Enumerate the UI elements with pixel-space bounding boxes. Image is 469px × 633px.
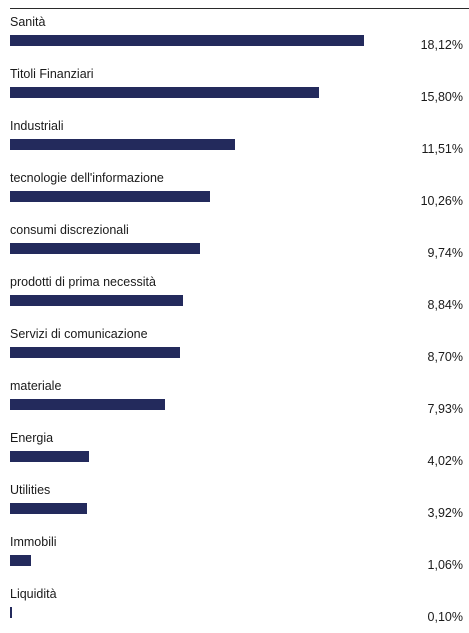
- category-label: Servizi di comunicazione: [10, 327, 148, 341]
- top-divider: [10, 8, 469, 9]
- category-label: Utilities: [10, 483, 51, 497]
- category-label: Titoli Finanziari: [10, 67, 94, 81]
- bar: [10, 555, 31, 566]
- category-label: prodotti di prima necessità: [10, 275, 156, 289]
- bar: [10, 607, 12, 618]
- category-label: tecnologie dell'informazione: [10, 171, 164, 185]
- bar: [10, 191, 211, 202]
- chart-row: tecnologie dell'informazione 10,26%: [0, 165, 469, 217]
- chart-row: consumi discrezionali 9,74%: [0, 217, 469, 269]
- chart-row: Energia 4,02%: [0, 425, 469, 477]
- bar: [10, 35, 364, 46]
- category-label: materiale: [10, 379, 62, 393]
- bar: [10, 347, 180, 358]
- chart-row: prodotti di prima necessità 8,84%: [0, 269, 469, 321]
- bar: [10, 503, 87, 514]
- chart-row: Immobili 1,06%: [0, 529, 469, 581]
- bar: [10, 399, 165, 410]
- value-label: 0,10%: [427, 610, 463, 624]
- value-label: 15,80%: [420, 90, 463, 104]
- bar: [10, 295, 183, 306]
- bar: [10, 139, 235, 150]
- chart-row: Servizi di comunicazione 8,70%: [0, 321, 469, 373]
- value-label: 9,74%: [427, 246, 463, 260]
- chart-row: Titoli Finanziari 15,80%: [0, 61, 469, 113]
- value-label: 8,70%: [427, 350, 463, 364]
- chart-row: Sanità 18,12%: [0, 9, 469, 61]
- category-label: Industriali: [10, 119, 64, 133]
- value-label: 3,92%: [427, 506, 463, 520]
- chart-row: materiale 7,93%: [0, 373, 469, 425]
- value-label: 10,26%: [420, 194, 463, 208]
- category-label: Liquidità: [10, 587, 57, 601]
- chart-row: Liquidità 0,10%: [0, 581, 469, 633]
- category-label: Sanità: [10, 15, 46, 29]
- category-label: consumi discrezionali: [10, 223, 129, 237]
- value-label: 11,51%: [421, 142, 463, 156]
- category-label: Energia: [10, 431, 54, 445]
- value-label: 4,02%: [427, 454, 463, 468]
- category-label: Immobili: [10, 535, 57, 549]
- bar: [10, 87, 319, 98]
- value-label: 1,06%: [427, 558, 463, 572]
- bar: [10, 243, 201, 254]
- value-label: 8,84%: [427, 298, 463, 312]
- chart-row: Utilities 3,92%: [0, 477, 469, 529]
- value-label: 7,93%: [427, 402, 463, 416]
- value-label: 18,12%: [420, 38, 463, 52]
- chart-row: Industriali 11,51%: [0, 113, 469, 165]
- allocation-bar-chart: Sanità 18,12% Titoli Finanziari 15,80% Indus…: [0, 8, 469, 624]
- bar: [10, 451, 89, 462]
